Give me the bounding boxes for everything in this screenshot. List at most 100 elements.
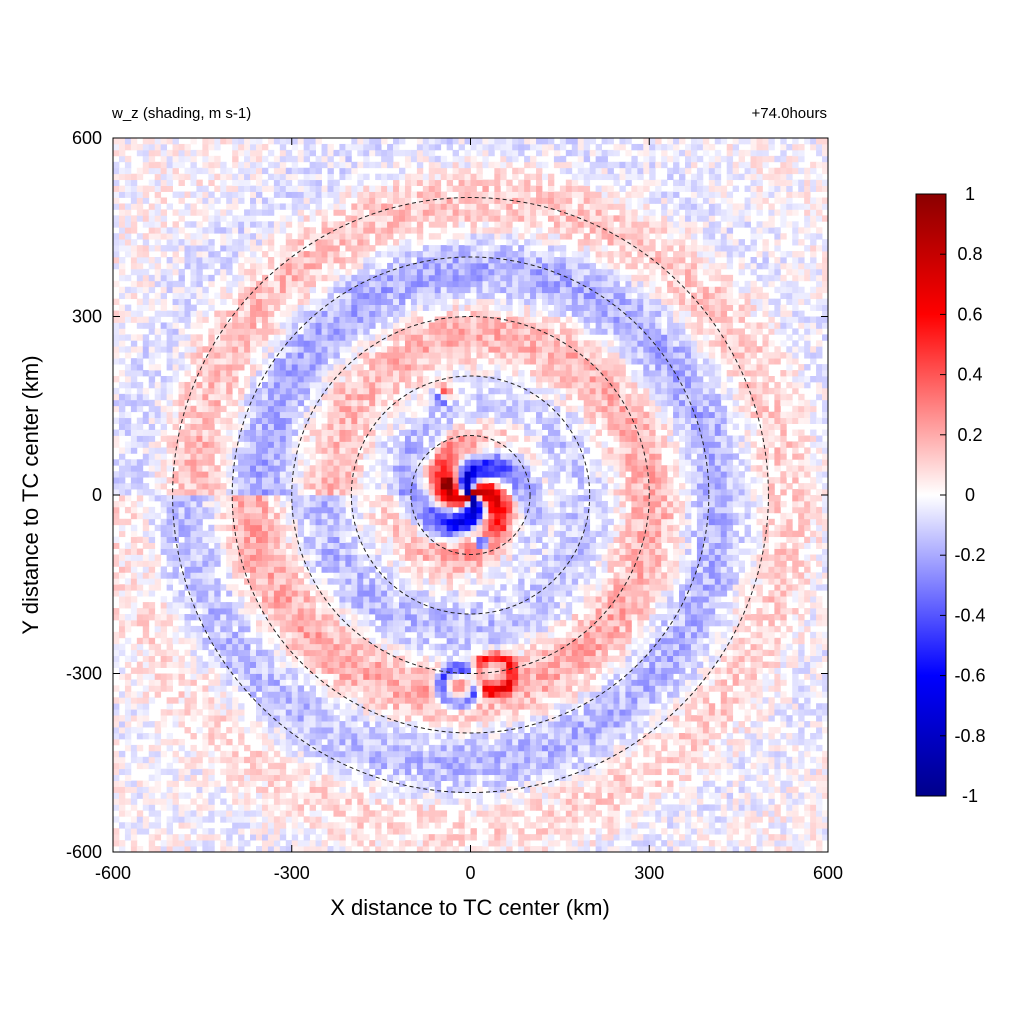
field-cell bbox=[792, 637, 799, 645]
field-cell bbox=[220, 661, 227, 668]
field-cell bbox=[428, 548, 436, 555]
field-cell bbox=[160, 768, 168, 776]
field-cell bbox=[798, 655, 805, 662]
field-cell bbox=[488, 691, 495, 698]
field-cell bbox=[661, 578, 668, 585]
field-cell bbox=[589, 566, 597, 573]
field-cell bbox=[512, 721, 519, 728]
field-cell bbox=[124, 554, 132, 561]
field-cell bbox=[613, 750, 620, 758]
field-cell bbox=[536, 661, 543, 668]
field-cell bbox=[667, 846, 674, 853]
field-cell bbox=[685, 679, 692, 686]
field-cell bbox=[297, 727, 305, 734]
field-cell bbox=[166, 584, 173, 591]
field-cell bbox=[166, 661, 173, 668]
field-cell bbox=[667, 697, 674, 704]
field-cell bbox=[381, 762, 388, 770]
field-cell bbox=[744, 709, 751, 716]
field-cell bbox=[542, 655, 549, 662]
field-cell bbox=[279, 625, 287, 633]
field-cell bbox=[488, 566, 495, 573]
field-cell bbox=[661, 792, 668, 799]
field-cell bbox=[375, 608, 382, 615]
field-cell bbox=[291, 625, 299, 633]
field-cell bbox=[542, 721, 549, 728]
field-cell bbox=[506, 554, 513, 561]
field-cell bbox=[536, 548, 543, 555]
field-cell bbox=[196, 596, 203, 603]
field-cell bbox=[792, 834, 799, 841]
field-cell bbox=[631, 733, 638, 740]
field-cell bbox=[244, 685, 251, 692]
field-cell bbox=[160, 608, 168, 615]
field-cell bbox=[649, 810, 656, 817]
field-cell bbox=[363, 715, 370, 722]
field-cell bbox=[553, 792, 561, 799]
field-cell bbox=[256, 697, 263, 704]
field-cell bbox=[285, 798, 293, 805]
field-cell bbox=[559, 584, 567, 591]
field-cell bbox=[547, 649, 555, 657]
field-cell bbox=[232, 750, 239, 758]
field-cell bbox=[130, 744, 138, 752]
field-cell bbox=[196, 750, 203, 758]
field-cell bbox=[470, 619, 477, 627]
field-cell bbox=[625, 703, 632, 710]
field-cell bbox=[291, 673, 299, 680]
field-cell bbox=[410, 625, 418, 633]
field-cell bbox=[542, 554, 549, 561]
field-cell bbox=[732, 625, 740, 633]
field-cell bbox=[613, 703, 620, 710]
field-cell bbox=[166, 792, 173, 799]
field-cell bbox=[208, 661, 215, 668]
field-cell bbox=[816, 572, 823, 579]
field-cell bbox=[673, 709, 680, 716]
field-cell bbox=[196, 756, 203, 764]
field-cell bbox=[565, 804, 573, 811]
field-cell bbox=[333, 661, 340, 668]
field-cell bbox=[512, 566, 519, 573]
field-cell bbox=[708, 590, 716, 597]
field-cell bbox=[679, 596, 686, 603]
field-cell bbox=[452, 554, 459, 561]
field-cell bbox=[774, 703, 781, 710]
field-cell bbox=[559, 649, 567, 657]
field-cell bbox=[780, 554, 787, 561]
field-cell bbox=[655, 631, 662, 639]
field-cell bbox=[208, 733, 215, 740]
field-cell bbox=[804, 619, 811, 627]
field-cell bbox=[130, 709, 138, 716]
field-cell bbox=[565, 685, 573, 692]
field-cell bbox=[410, 721, 418, 728]
field-cell bbox=[232, 816, 239, 823]
field-cell bbox=[732, 614, 740, 621]
field-cell bbox=[732, 608, 740, 615]
field-cell bbox=[291, 697, 299, 704]
field-cell bbox=[780, 703, 787, 710]
field-cell bbox=[625, 774, 632, 781]
field-cell bbox=[744, 774, 751, 781]
field-cell bbox=[363, 673, 370, 680]
field-cell bbox=[315, 619, 322, 627]
field-cell bbox=[369, 709, 376, 716]
field-cell bbox=[154, 727, 162, 734]
field-cell bbox=[303, 703, 311, 710]
field-cell bbox=[577, 756, 585, 764]
field-cell bbox=[339, 625, 346, 633]
field-cell bbox=[518, 649, 525, 657]
field-cell bbox=[238, 709, 245, 716]
field-cell bbox=[142, 637, 150, 645]
field-cell bbox=[154, 649, 162, 657]
field-cell bbox=[655, 554, 662, 561]
field-cell bbox=[375, 834, 382, 841]
field-cell bbox=[202, 584, 209, 591]
field-cell bbox=[190, 608, 197, 615]
field-cell bbox=[387, 691, 394, 698]
field-cell bbox=[404, 703, 412, 710]
field-cell bbox=[446, 542, 454, 549]
field-cell bbox=[822, 560, 829, 567]
field-cell bbox=[428, 667, 436, 674]
field-cell bbox=[804, 828, 811, 835]
field-cell bbox=[410, 750, 418, 758]
